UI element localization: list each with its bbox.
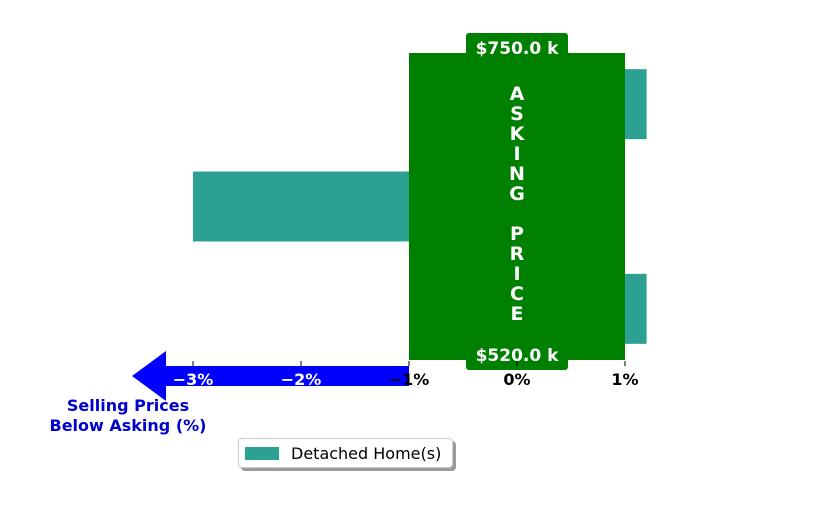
arrow-caption-line-2: Below Asking (%) bbox=[50, 416, 207, 435]
legend: Detached Home(s) bbox=[238, 438, 453, 468]
legend-label: Detached Home(s) bbox=[291, 443, 442, 463]
below-asking-arrow-layer: Selling Prices Below Asking (%) bbox=[50, 351, 409, 435]
x-tick-label-5: 1% bbox=[611, 370, 638, 389]
asking-price-band bbox=[409, 53, 625, 360]
x-axis-ticks: −3% −2% −1% 0% 1% bbox=[173, 361, 639, 389]
price-bottom-box bbox=[466, 340, 568, 370]
price-bottom-label: $520.0 k bbox=[476, 346, 560, 366]
x-tick-label-1: −3% bbox=[173, 370, 214, 389]
price-top-badge: $750.0 k bbox=[466, 33, 568, 61]
legend-swatch bbox=[245, 446, 279, 460]
price-top-box bbox=[466, 33, 568, 61]
arrow-caption: Selling Prices Below Asking (%) bbox=[50, 396, 207, 435]
x-tick-label-4: 0% bbox=[503, 370, 530, 389]
x-tick-label-3: −1% bbox=[389, 370, 430, 389]
below-asking-arrow bbox=[132, 351, 409, 401]
x-tick-label-2: −2% bbox=[281, 370, 322, 389]
price-top-label: $750.0 k bbox=[476, 39, 560, 59]
arrow-caption-line-1: Selling Prices bbox=[67, 396, 189, 415]
price-bottom-badge: $520.0 k bbox=[466, 340, 568, 370]
